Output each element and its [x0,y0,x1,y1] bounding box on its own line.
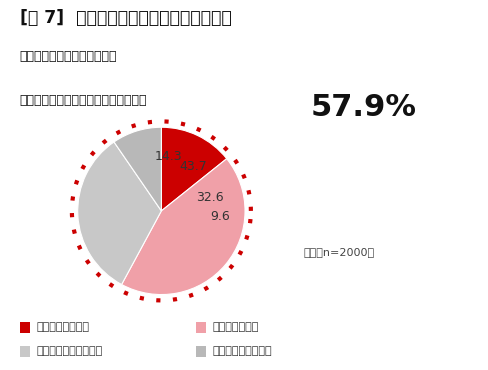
Text: 何からはじめたら良いのかわからない: 何からはじめたら良いのかわからない [20,94,147,107]
Text: 全くあてはまらない: 全くあてはまらない [212,346,271,357]
Text: 57.9%: 57.9% [310,92,416,121]
Wedge shape [161,127,226,211]
Text: ややあてはまる: ややあてはまる [212,322,258,333]
Text: 体調管理に気を付けたいが、: 体調管理に気を付けたいが、 [20,50,117,63]
Text: 32.6: 32.6 [196,191,223,204]
Text: 14.3: 14.3 [154,151,182,164]
Wedge shape [122,159,244,295]
Text: 全体（n=2000）: 全体（n=2000） [303,246,373,257]
Text: [図 7]  ビジネスパーソンの体調管理意識: [図 7] ビジネスパーソンの体調管理意識 [20,9,231,27]
Wedge shape [114,127,161,211]
Text: 43.7: 43.7 [179,161,207,174]
Wedge shape [78,142,161,285]
Text: 9.6: 9.6 [209,210,229,223]
Text: あまりあてはまらない: あまりあてはまらない [36,346,102,357]
Text: 非常にあてはまる: 非常にあてはまる [36,322,89,333]
